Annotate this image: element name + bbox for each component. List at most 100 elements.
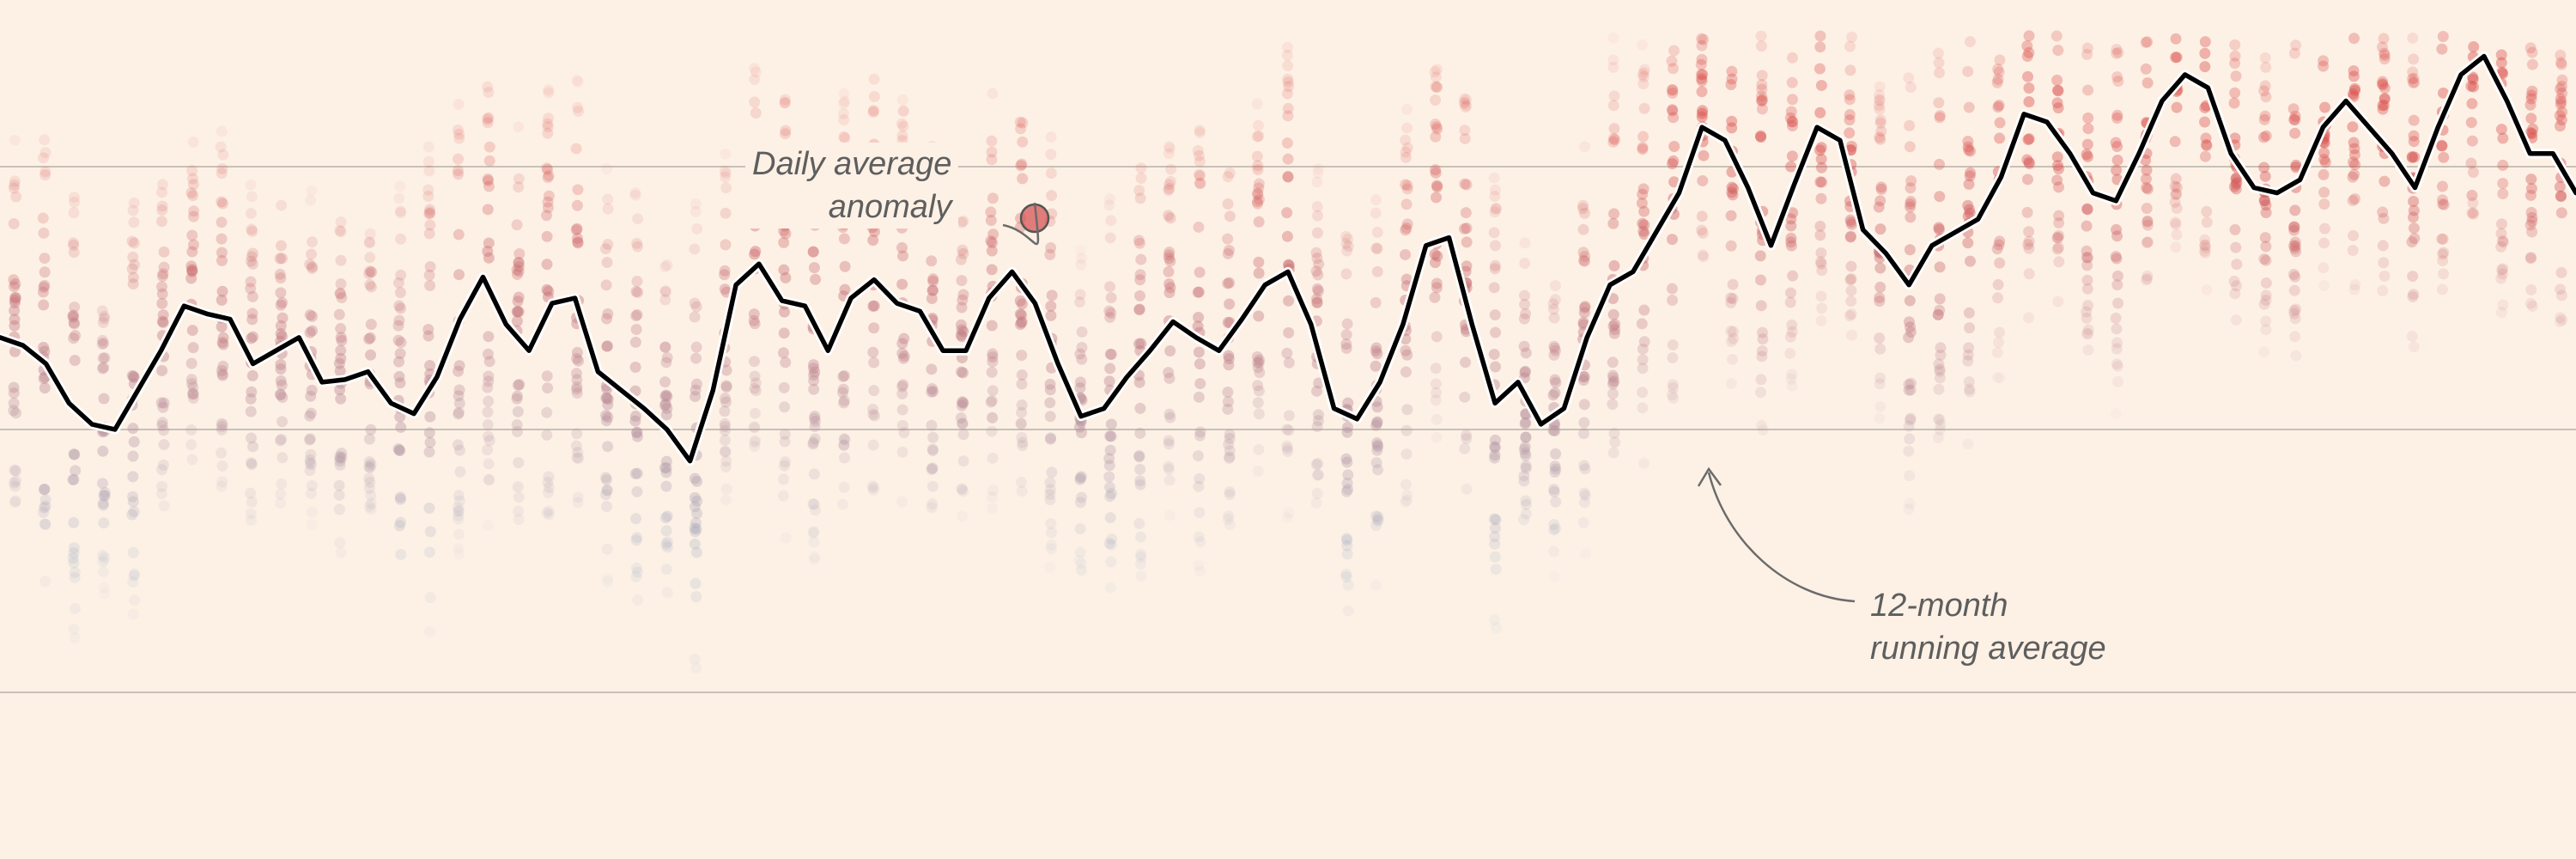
daily-anomaly-dot — [1431, 82, 1443, 94]
daily-anomaly-dot — [1103, 481, 1115, 493]
daily-anomaly-dot — [1371, 348, 1383, 360]
daily-anomaly-dot — [659, 341, 671, 353]
daily-anomaly-dot — [572, 491, 584, 503]
daily-anomaly-dot — [2200, 138, 2212, 150]
daily-anomaly-dot — [2526, 58, 2538, 70]
daily-anomaly-dot — [2021, 154, 2033, 166]
dot-column-83 — [2465, 41, 2480, 220]
daily-anomaly-dot — [275, 240, 287, 252]
daily-anomaly-dot — [720, 446, 732, 458]
dot-column-58 — [1725, 65, 1740, 390]
daily-anomaly-dot — [1728, 183, 1740, 195]
daily-anomaly-dot — [2290, 350, 2302, 362]
daily-anomaly-dot — [2111, 323, 2123, 335]
daily-anomaly-dot — [1105, 215, 1117, 227]
daily-anomaly-dot — [8, 387, 20, 399]
daily-anomaly-dot — [691, 475, 703, 487]
daily-anomaly-dot — [1579, 207, 1591, 219]
daily-anomaly-dot — [98, 310, 110, 322]
daily-anomaly-dot — [363, 460, 375, 472]
daily-anomaly-dot — [1637, 362, 1649, 375]
daily-anomaly-dot — [1874, 378, 1886, 390]
daily-anomaly-dot — [1193, 531, 1205, 543]
daily-anomaly-dot — [2436, 140, 2448, 152]
daily-anomaly-dot — [1757, 424, 1769, 436]
daily-anomaly-dot — [868, 356, 880, 369]
daily-anomaly-dot — [1076, 564, 1088, 576]
daily-anomaly-dot — [364, 477, 376, 489]
daily-anomaly-dot — [601, 392, 613, 404]
daily-anomaly-dot — [156, 297, 168, 309]
daily-anomaly-dot — [600, 243, 612, 255]
daily-anomaly-dot — [1992, 101, 2004, 113]
daily-anomaly-dot — [1755, 94, 1767, 107]
daily-anomaly-dot — [661, 402, 673, 414]
daily-anomaly-dot — [2525, 283, 2537, 295]
daily-anomaly-dot — [1045, 149, 1057, 161]
daily-anomaly-dot — [1905, 326, 1917, 338]
daily-anomaly-dot — [306, 248, 318, 260]
daily-anomaly-dot — [67, 552, 79, 564]
daily-anomaly-dot — [2260, 254, 2272, 266]
daily-anomaly-dot — [2111, 337, 2123, 349]
daily-anomaly-dot — [187, 179, 199, 191]
daily-anomaly-dot — [1963, 101, 1975, 113]
daily-anomaly-dot — [1845, 284, 1857, 296]
dot-column-22 — [659, 259, 673, 599]
dot-column-41 — [1222, 167, 1236, 531]
daily-anomaly-dot — [1905, 321, 1917, 333]
daily-anomaly-dot — [632, 213, 644, 225]
daily-anomaly-dot — [156, 364, 168, 376]
daily-anomaly-dot — [364, 332, 376, 344]
daily-anomaly-dot — [2438, 198, 2450, 210]
daily-anomaly-dot — [1962, 65, 1974, 77]
daily-anomaly-dot — [1400, 198, 1413, 210]
daily-anomaly-dot — [334, 450, 346, 462]
daily-anomaly-dot — [126, 235, 138, 247]
daily-anomaly-dot — [1459, 391, 1471, 403]
daily-anomaly-dot — [1934, 112, 1946, 124]
daily-anomaly-dot — [423, 165, 435, 177]
daily-anomaly-dot — [631, 485, 643, 497]
daily-anomaly-dot — [1194, 430, 1206, 442]
daily-anomaly-dot — [987, 88, 999, 100]
daily-anomaly-dot — [70, 602, 82, 614]
daily-anomaly-dot — [896, 241, 908, 253]
daily-anomaly-dot — [1696, 53, 1708, 65]
daily-anomaly-dot — [9, 345, 21, 357]
daily-anomaly-dot — [1459, 96, 1471, 108]
daily-anomaly-dot — [483, 86, 495, 98]
daily-anomaly-dot — [957, 398, 969, 410]
dot-column-32 — [955, 215, 969, 522]
daily-anomaly-dot — [1370, 296, 1382, 308]
daily-anomaly-dot — [2319, 156, 2331, 168]
dot-column-77 — [2287, 40, 2302, 362]
daily-anomaly-dot — [1431, 81, 1443, 93]
daily-anomaly-dot — [987, 356, 999, 368]
daily-anomaly-dot — [276, 199, 288, 211]
daily-anomaly-dot — [1193, 480, 1205, 492]
daily-anomaly-dot — [986, 320, 998, 332]
daily-anomaly-dot — [1370, 242, 1382, 254]
daily-anomaly-dot — [2348, 229, 2360, 241]
daily-anomaly-dot — [39, 169, 52, 181]
daily-anomaly-dot — [1401, 494, 1413, 506]
daily-anomaly-dot — [335, 254, 347, 266]
daily-anomaly-dot — [1283, 259, 1295, 271]
daily-anomaly-dot — [1845, 144, 1857, 156]
daily-anomaly-dot — [275, 272, 287, 284]
daily-anomaly-dot — [1933, 383, 1945, 395]
daily-anomaly-dot — [1281, 347, 1293, 359]
daily-anomaly-dot — [453, 128, 465, 140]
daily-anomaly-dot — [1696, 224, 1708, 236]
daily-anomaly-dot — [867, 346, 879, 358]
daily-anomaly-dot — [897, 105, 909, 117]
daily-anomaly-dot — [2229, 39, 2241, 51]
daily-anomaly-dot — [38, 281, 50, 293]
daily-anomaly-dot — [1313, 259, 1325, 271]
daily-anomaly-dot — [1549, 387, 1561, 399]
daily-anomaly-dot — [957, 326, 969, 338]
dot-column-52 — [1547, 280, 1562, 582]
daily-anomaly-dot — [1666, 234, 1678, 246]
daily-anomaly-dot — [1962, 199, 1974, 211]
